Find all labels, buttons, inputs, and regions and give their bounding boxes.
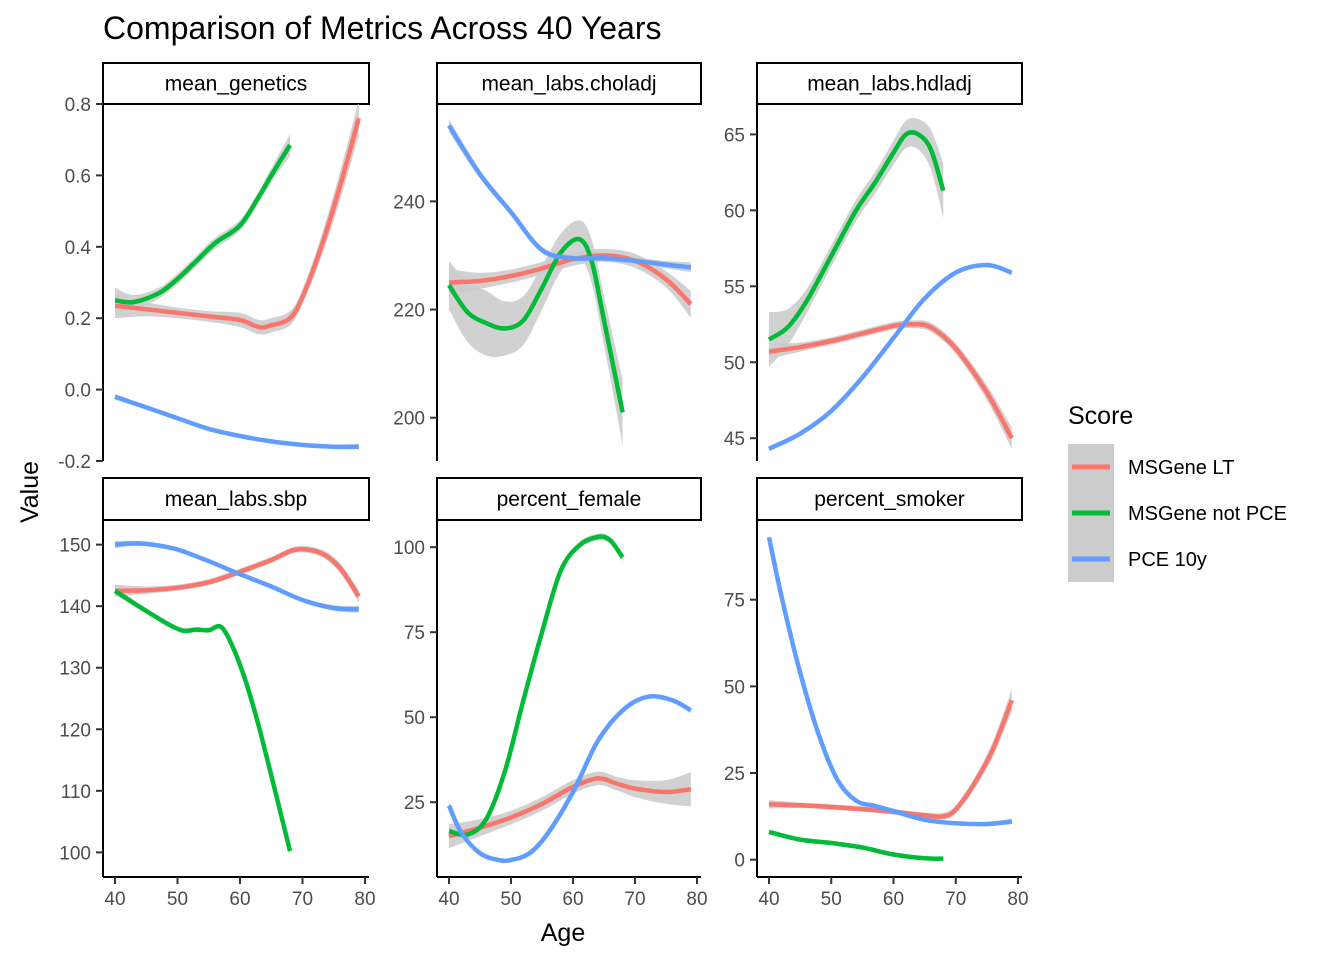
legend-label-msgene-lt: MSGene LT	[1128, 457, 1234, 479]
x-tick-label-mean-labs-sbp-50: 50	[167, 889, 188, 910]
facet-data-mean-labs-sbp	[113, 540, 361, 855]
x-tick-label-percent-smoker-70: 70	[945, 889, 966, 910]
series-line-msgene-lt-mean-labs-sbp	[114, 546, 361, 598]
facet-strip-label-mean-labs-choladj: mean_labs.choladj	[481, 73, 656, 96]
x-tick-label-percent-smoker-40: 40	[758, 889, 779, 910]
y-tick-label-percent-smoker-2: 50	[724, 677, 745, 698]
series-line-msgene-not-pce-mean-labs-sbp	[113, 588, 293, 852]
y-tick-label-percent-female-1: 50	[404, 708, 425, 729]
y-tick-label-mean-labs-choladj-1: 220	[393, 301, 425, 322]
y-tick-label-mean-genetics-1: 0.0	[65, 381, 91, 402]
facet-strip-mean-labs-choladj	[436, 62, 702, 105]
facet-data-mean-genetics	[114, 104, 361, 450]
series-line-msgene-lt-percent-female	[448, 776, 692, 839]
y-tick-label-mean-labs-hdladj-1: 50	[724, 353, 745, 374]
facet-strip-mean-genetics	[102, 62, 370, 105]
y-tick-label-mean-labs-sbp-4: 140	[59, 597, 91, 618]
y-tick-label-mean-labs-sbp-5: 150	[59, 536, 91, 557]
series-line-pce-10y-mean-labs-hdladj	[768, 262, 1013, 451]
facet-data-mean-labs-hdladj	[767, 118, 1014, 452]
confidence-band-msgene-lt-mean-labs-choladj	[449, 248, 691, 318]
facet-strip-label-percent-female: percent_female	[497, 488, 642, 511]
facet-panels: mean_genetics -0.2 0.0 0.2 0.4 0.6 0.8 mean_lab…	[58, 62, 1029, 910]
y-tick-label-mean-labs-sbp-0: 100	[59, 843, 91, 864]
y-tick-label-mean-labs-choladj-0: 200	[393, 409, 425, 430]
y-tick-label-mean-genetics-5: 0.8	[65, 95, 91, 116]
x-tick-label-percent-female-80: 80	[686, 889, 707, 910]
confidence-band-msgene-not-pce-mean-labs-choladj	[449, 220, 623, 445]
facet-data-percent-smoker	[766, 534, 1014, 861]
y-tick-label-mean-genetics-4: 0.6	[65, 166, 91, 187]
series-line-msgene-not-pce-mean-labs-choladj	[447, 236, 625, 413]
y-tick-label-mean-genetics-3: 0.4	[65, 238, 92, 259]
y-axis-title: Value	[16, 461, 44, 523]
series-line-pce-10y-mean-labs-choladj	[447, 124, 692, 270]
facet-mean-genetics: mean_genetics -0.2 0.0 0.2 0.4 0.6 0.8	[58, 62, 370, 473]
facet-strip-label-percent-smoker: percent_smoker	[814, 488, 965, 511]
facet-mean-labs-sbp: mean_labs.sbp 40 50 60 70 80 100 110 120 130 140 15…	[59, 477, 376, 910]
x-tick-label-percent-female-70: 70	[624, 889, 645, 910]
facet-strip-percent-female	[436, 477, 702, 521]
y-tick-label-mean-labs-hdladj-4: 65	[724, 125, 745, 146]
x-tick-label-mean-labs-sbp-60: 60	[229, 889, 250, 910]
y-tick-label-mean-labs-hdladj-3: 60	[724, 201, 745, 222]
facet-percent-smoker: percent_smoker 40 50 60 70 80 0 25 50 75	[724, 477, 1029, 910]
confidence-band-msgene-not-pce-mean-genetics	[115, 134, 290, 313]
series-line-msgene-not-pce-mean-genetics	[114, 143, 292, 305]
series-line-pce-10y-percent-female	[446, 694, 692, 864]
x-tick-label-percent-smoker-50: 50	[821, 889, 842, 910]
facet-data-mean-labs-choladj	[447, 119, 693, 445]
x-tick-label-percent-female-50: 50	[500, 889, 521, 910]
facet-strip-label-mean-genetics: mean_genetics	[165, 73, 307, 96]
y-tick-label-mean-labs-sbp-3: 130	[59, 659, 91, 680]
facet-percent-female: percent_female 40 50 60 70 80 25 50 75 100	[393, 477, 708, 910]
series-line-msgene-not-pce-percent-smoker	[768, 829, 944, 861]
facet-strip-mean-labs-sbp	[102, 477, 370, 521]
facet-mean-labs-choladj: mean_labs.choladj 200 220 240	[393, 62, 702, 461]
y-tick-label-mean-labs-sbp-1: 110	[61, 782, 91, 803]
y-tick-label-mean-labs-choladj-2: 240	[393, 192, 425, 213]
confidence-band-msgene-lt-percent-female	[449, 771, 691, 849]
y-tick-label-percent-smoker-3: 75	[724, 591, 745, 612]
series-line-msgene-not-pce-mean-labs-hdladj	[767, 130, 946, 342]
series-line-msgene-lt-percent-smoker	[768, 699, 1014, 819]
series-line-msgene-not-pce-percent-female	[448, 534, 625, 838]
y-tick-label-mean-labs-hdladj-0: 45	[724, 429, 745, 450]
x-tick-label-percent-female-40: 40	[438, 889, 459, 910]
facet-strip-percent-smoker	[756, 477, 1023, 521]
x-tick-label-mean-labs-sbp-40: 40	[104, 889, 125, 910]
series-line-pce-10y-percent-smoker	[766, 536, 1013, 827]
y-tick-label-percent-female-0: 25	[404, 793, 425, 814]
series-line-pce-10y-mean-genetics	[114, 394, 359, 450]
facet-data-percent-female	[446, 533, 692, 864]
y-tick-label-percent-female-3: 100	[393, 538, 425, 559]
y-tick-label-percent-smoker-0: 0	[734, 851, 745, 872]
facet-strip-label-mean-labs-hdladj: mean_labs.hdladj	[807, 73, 972, 96]
y-tick-label-mean-labs-hdladj-2: 55	[724, 277, 745, 298]
series-line-msgene-lt-mean-genetics	[114, 117, 361, 330]
confidence-band-pce-10y-mean-labs-sbp	[115, 540, 359, 613]
facet-strip-mean-labs-hdladj	[756, 62, 1023, 105]
y-tick-label-mean-genetics-2: 0.2	[65, 309, 91, 330]
y-tick-label-mean-labs-sbp-2: 120	[59, 720, 91, 741]
y-tick-label-percent-female-2: 75	[404, 623, 425, 644]
confidence-band-msgene-lt-mean-genetics	[115, 104, 359, 335]
x-tick-label-percent-female-60: 60	[562, 889, 583, 910]
x-tick-label-percent-smoker-60: 60	[883, 889, 904, 910]
legend: Score MSGene LT MSGene not PCE PCE 10y	[1068, 402, 1287, 582]
x-tick-label-percent-smoker-80: 80	[1007, 889, 1028, 910]
x-tick-label-mean-labs-sbp-80: 80	[354, 889, 375, 910]
facet-mean-labs-hdladj: mean_labs.hdladj 45 50 55 60 65	[724, 62, 1023, 461]
series-line-pce-10y-mean-labs-sbp	[114, 541, 359, 612]
legend-label-msgene-not-pce: MSGene not PCE	[1128, 503, 1287, 525]
facet-strip-label-mean-labs-sbp: mean_labs.sbp	[165, 488, 307, 511]
chart-title: Comparison of Metrics Across 40 Years	[103, 10, 661, 46]
legend-title: Score	[1068, 402, 1133, 430]
x-axis-title: Age	[541, 919, 585, 947]
y-tick-label-percent-smoker-1: 25	[724, 764, 745, 785]
legend-label-pce-10y: PCE 10y	[1128, 549, 1207, 571]
x-tick-label-mean-labs-sbp-70: 70	[292, 889, 313, 910]
y-tick-label-mean-genetics-0: -0.2	[58, 452, 91, 473]
